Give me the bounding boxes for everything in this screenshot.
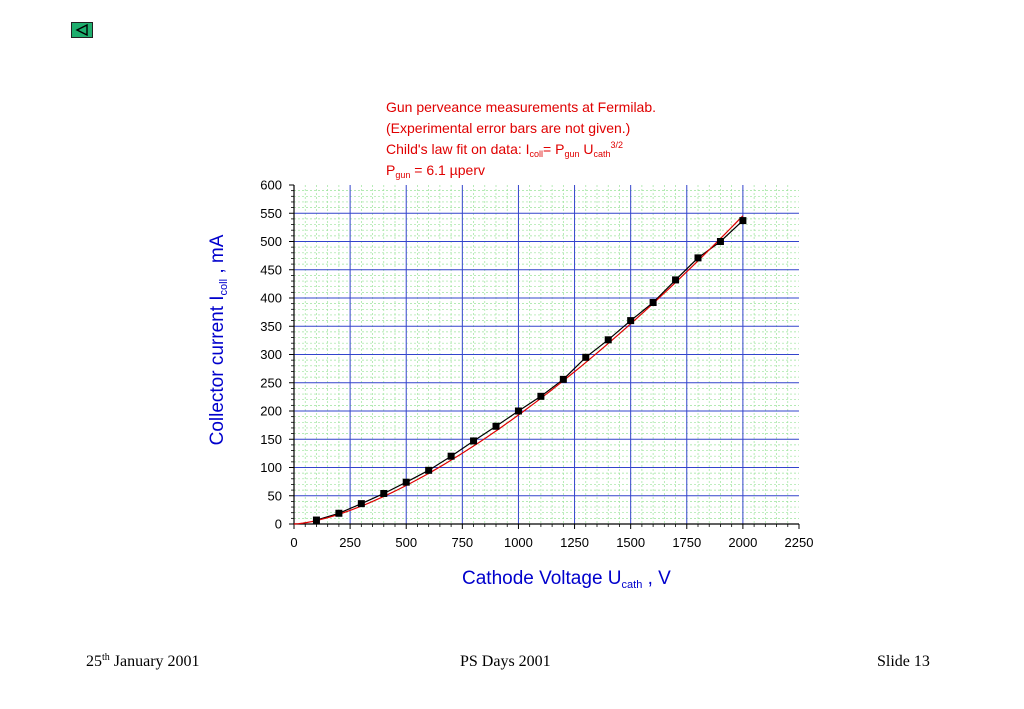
y-axis-label-unit: , mA [207, 234, 228, 279]
x-tick-label: 1250 [560, 535, 589, 550]
x-tick-label: 250 [339, 535, 361, 550]
annotation-text: Child's law fit on data: I [386, 141, 530, 157]
annotation-text: U [579, 141, 594, 157]
x-tick-label: 2250 [785, 535, 814, 550]
annotation-sub: coll [529, 149, 544, 159]
y-tick-label: 300 [260, 347, 282, 362]
y-tick-label: 250 [260, 375, 282, 390]
data-point [559, 375, 567, 383]
x-tick-label: 2000 [728, 535, 757, 550]
annotation-text: = P [543, 141, 565, 157]
x-axis-label: Cathode Voltage Ucath , V [462, 568, 671, 591]
annotation-line-1: Gun perveance measurements at Fermilab. [386, 99, 657, 115]
y-tick-label: 550 [260, 206, 282, 221]
data-point [335, 509, 343, 517]
data-point [312, 516, 320, 524]
x-tick-label: 1000 [504, 535, 533, 550]
footer-date-sup: th [102, 652, 110, 663]
footer-date: 25th January 2001 [86, 653, 200, 671]
y-tick-label: 100 [260, 460, 282, 475]
data-series-line [316, 220, 744, 521]
data-point [582, 353, 590, 361]
annotation-sub: cath [593, 149, 611, 159]
data-point [739, 217, 747, 225]
y-tick-label: 600 [260, 178, 282, 193]
data-point [694, 254, 702, 262]
x-axis-label-text: Cathode Voltage U [462, 568, 622, 589]
back-button[interactable] [71, 22, 93, 38]
data-point [514, 407, 522, 415]
y-tick-label: 150 [260, 432, 282, 447]
data-point [425, 466, 433, 474]
footer-title: PS Days 2001 [460, 653, 551, 670]
footer-date-rest: January 2001 [109, 653, 200, 670]
annotation-text: P [386, 162, 396, 178]
data-point [537, 392, 545, 400]
data-point [492, 422, 500, 430]
y-tick-label: 400 [260, 291, 282, 306]
x-tick-label: 0 [290, 535, 297, 550]
data-point [470, 437, 478, 445]
y-tick-label: 500 [260, 234, 282, 249]
y-tick-label: 350 [260, 319, 282, 334]
data-point [672, 276, 680, 284]
y-tick-label: 50 [268, 488, 282, 503]
footer-date-day: 25 [86, 653, 102, 670]
fit-curve-line [293, 215, 744, 525]
chart-annotation: Gun perveance measurements at Fermilab. … [386, 97, 656, 181]
annotation-line-2: (Experimental error bars are not given.) [386, 120, 631, 136]
annotation-text: = 6.1 µperv [410, 162, 485, 178]
x-tick-label: 1500 [616, 535, 645, 550]
data-point [447, 452, 455, 460]
data-point [604, 336, 612, 344]
x-tick-label: 1750 [672, 535, 701, 550]
x-tick-label: 500 [395, 535, 417, 550]
annotation-sub: gun [564, 149, 580, 159]
x-axis-label-sub: cath [621, 579, 643, 591]
x-axis-label-unit: , V [642, 568, 671, 589]
y-tick-label: 0 [275, 517, 282, 532]
data-point [357, 500, 365, 508]
y-axis-label-text: Collector current I [207, 295, 228, 446]
footer-slide-number: Slide 13 [877, 653, 930, 670]
annotation-sub: gun [395, 170, 411, 180]
data-point [627, 317, 635, 325]
y-axis-label-sub: coll [218, 278, 230, 296]
data-point [402, 478, 410, 486]
data-point [716, 238, 724, 245]
y-axis-label: Collector current Icoll , mA [207, 234, 230, 446]
left-triangle-icon [75, 24, 88, 36]
annotation-line-3: Child's law fit on data: Icoll= Pgun Uca… [386, 139, 656, 160]
y-tick-label: 450 [260, 262, 282, 277]
y-tick-label: 200 [260, 404, 282, 419]
data-point [649, 299, 657, 307]
annotation-sup: 3/2 [610, 140, 624, 150]
x-tick-label: 750 [451, 535, 473, 550]
data-point [380, 489, 388, 497]
annotation-line-4: Pgun = 6.1 µperv [386, 160, 656, 181]
